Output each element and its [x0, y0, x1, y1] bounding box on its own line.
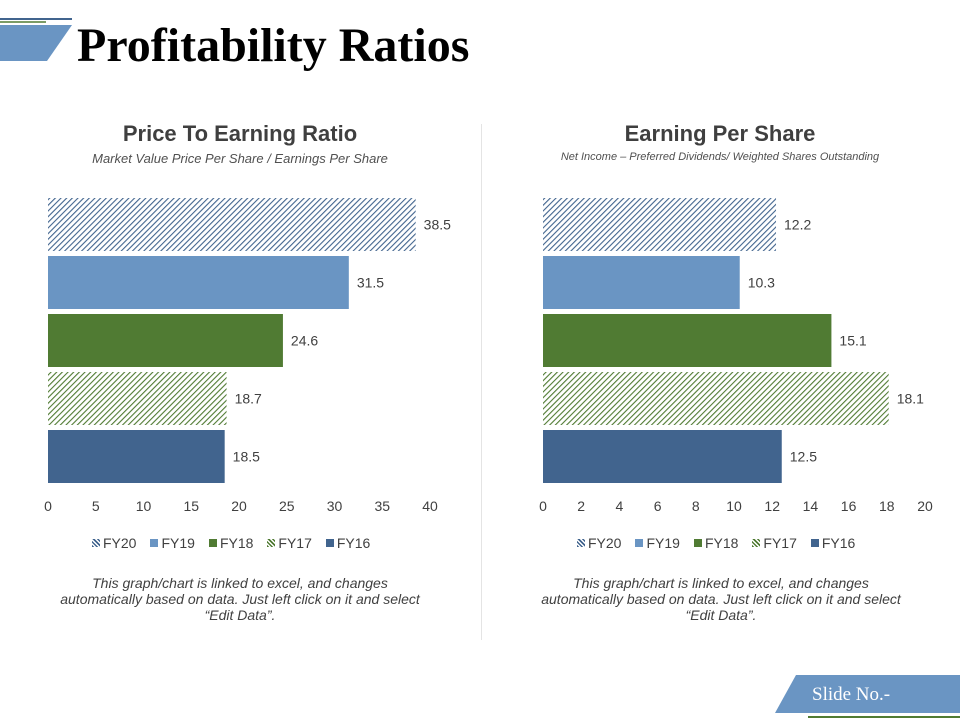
pe-ratio-bar-chart: 38.5 31.5 24.6 18.7 18.5 0 5 10 15 20 25 30 35 40: [44, 198, 451, 514]
legend-label: FY17: [278, 535, 312, 551]
slide-number-shape: [775, 675, 960, 718]
legend-swatch: [208, 539, 217, 547]
legend-label: FY18: [219, 535, 254, 551]
x-tick-label: 6: [654, 498, 662, 514]
bar-value-label: 18.5: [233, 449, 260, 465]
legend-swatch: [92, 539, 100, 547]
eps-chart-title: Earning Per Share: [624, 121, 816, 146]
x-tick-label: 35: [374, 498, 390, 514]
bar-value-label: 15.1: [839, 333, 866, 349]
x-tick-label: 0: [44, 498, 52, 514]
bar-fy20: [48, 198, 416, 251]
x-tick-label: 0: [539, 498, 547, 514]
legend-label: FY16: [336, 535, 371, 551]
legend-label: FY20: [103, 535, 137, 551]
eps-chart-subtitle: Net Income – Preferred Dividends/ Weight…: [560, 151, 880, 163]
bar-value-label: 12.2: [784, 217, 811, 233]
x-tick-label: 30: [327, 498, 343, 514]
legend-swatch: [267, 539, 276, 547]
slide-number: Slide No.-: [812, 684, 891, 705]
bar-fy17: [543, 372, 889, 425]
x-tick-label: 15: [183, 498, 199, 514]
bar-value-label: 31.5: [357, 275, 384, 291]
legend-label: FY19: [161, 535, 195, 551]
x-tick-label: 8: [692, 498, 700, 514]
legend-swatch: [635, 539, 644, 547]
x-tick-label: 20: [231, 498, 247, 514]
x-tick-label: 18: [879, 498, 895, 514]
x-tick-label: 14: [803, 498, 819, 514]
x-tick-label: 10: [136, 498, 152, 514]
legend-swatch: [150, 539, 159, 547]
x-tick-label: 25: [279, 498, 295, 514]
page-title: Profitability Ratios: [77, 19, 470, 72]
legend-label: FY20: [588, 535, 622, 551]
legend-item: FY19: [150, 535, 195, 551]
title-accent-shape: [0, 18, 72, 61]
bar-value-label: 24.6: [291, 333, 318, 349]
legend-swatch: [577, 539, 585, 547]
legend-item: FY18: [208, 535, 254, 551]
x-tick-label: 4: [616, 498, 624, 514]
pe-ratio-chart-subtitle: Market Value Price Per Share / Earnings …: [92, 151, 388, 166]
bar-fy18: [543, 314, 832, 367]
bar-fy18: [48, 314, 283, 367]
eps-legend: FY20 FY19 FY18 FY17 FY16: [577, 535, 855, 551]
x-tick-label: 20: [917, 498, 933, 514]
x-tick-label: 16: [841, 498, 857, 514]
x-tick-label: 40: [422, 498, 438, 514]
legend-item: FY16: [325, 535, 371, 551]
eps-bar-chart: 12.2 10.3 15.1 18.1 12.5 0 2 4 6 8 10 12 14 16 18 20: [539, 198, 933, 514]
legend-swatch: [810, 539, 819, 547]
bar-fy16: [543, 430, 782, 483]
legend-item: FY18: [693, 535, 739, 551]
x-tick-label: 5: [92, 498, 100, 514]
legend-item: FY17: [752, 535, 797, 551]
legend-item: FY16: [810, 535, 856, 551]
x-tick-label: 10: [726, 498, 742, 514]
pe-ratio-chart-title: Price To Earning Ratio: [122, 121, 358, 146]
bar-value-label: 10.3: [748, 275, 775, 291]
bar-value-label: 18.1: [897, 391, 924, 407]
bar-fy19: [543, 256, 740, 309]
legend-item: FY20: [92, 535, 136, 551]
legend-label: FY17: [763, 535, 797, 551]
bar-fy17: [48, 372, 227, 425]
pe-ratio-chart-note: This graph/chart is linked to excel, and…: [60, 575, 420, 623]
bar-value-label: 38.5: [424, 217, 451, 233]
eps-chart-note: This graph/chart is linked to excel, and…: [541, 575, 901, 623]
bar-fy19: [48, 256, 349, 309]
x-tick-label: 12: [764, 498, 780, 514]
pe-ratio-legend: FY20 FY19 FY18 FY17 FY16: [92, 535, 370, 551]
bar-value-label: 18.7: [235, 391, 262, 407]
legend-swatch: [325, 539, 334, 547]
x-tick-label: 2: [577, 498, 585, 514]
legend-item: FY17: [267, 535, 312, 551]
legend-swatch: [693, 539, 702, 547]
legend-item: FY20: [577, 535, 621, 551]
chart-divider: [481, 124, 482, 640]
legend-label: FY16: [821, 535, 856, 551]
legend-label: FY18: [704, 535, 739, 551]
legend-swatch: [752, 539, 761, 547]
legend-item: FY19: [635, 535, 680, 551]
legend-label: FY19: [646, 535, 680, 551]
bar-fy16: [48, 430, 225, 483]
bar-value-label: 12.5: [790, 449, 817, 465]
bar-fy20: [543, 198, 777, 251]
